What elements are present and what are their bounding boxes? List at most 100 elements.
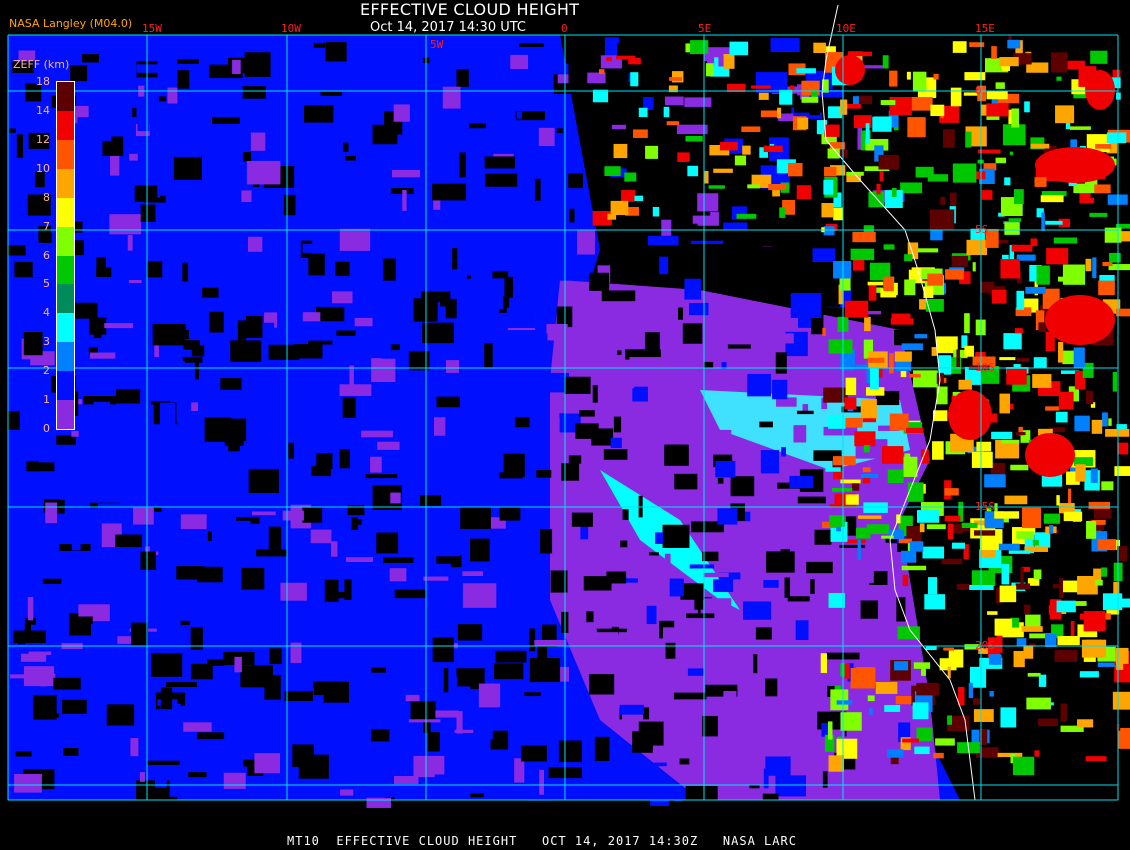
convective-cloud-pixel <box>1045 406 1060 411</box>
convective-cloud-pixel <box>947 715 970 732</box>
convective-cloud-pixel <box>1024 101 1030 113</box>
convective-cloud-pixel <box>1093 508 1112 519</box>
convective-cloud-pixel <box>1015 583 1031 590</box>
cloud-pixel <box>33 476 63 494</box>
cloud-pixel <box>878 425 899 431</box>
convective-cloud-pixel <box>991 289 1007 304</box>
cloud-pixel <box>583 576 612 591</box>
cloud-pixel <box>188 772 207 778</box>
convective-cloud-pixel <box>840 99 848 115</box>
cloud-pixel <box>462 583 497 608</box>
cloud-pixel <box>189 402 199 412</box>
convective-cloud-pixel <box>645 145 659 159</box>
convective-cloud-pixel <box>1112 691 1130 710</box>
convective-cloud-pixel <box>1016 357 1030 362</box>
cloud-pixel <box>589 272 610 291</box>
cloud-pixel <box>398 67 421 78</box>
convective-cloud-pixel <box>687 165 699 177</box>
cloud-pixel <box>332 291 353 304</box>
convective-cloud-pixel <box>997 752 1023 758</box>
cloud-pixel <box>445 298 457 319</box>
convective-cloud-pixel <box>952 41 967 53</box>
cloud-pixel <box>898 722 911 743</box>
convective-cloud-pixel <box>991 46 997 59</box>
cloud-pixel <box>470 793 484 798</box>
convective-cloud-pixel <box>816 120 828 135</box>
cloud-pixel <box>177 360 185 367</box>
cloud-pixel <box>452 248 458 270</box>
cloud-pixel <box>791 107 823 119</box>
cloud-pixel <box>601 290 636 302</box>
cloud-pixel <box>813 450 842 461</box>
convective-cloud-pixel <box>875 287 883 293</box>
cloud-pixel <box>784 577 791 598</box>
cloud-pixel <box>373 610 401 626</box>
cloud-pixel <box>293 730 327 744</box>
convective-cloud-pixel <box>1040 195 1064 203</box>
convective-cloud-pixel <box>1069 126 1091 130</box>
convective-cloud-pixel <box>869 262 891 281</box>
cloud-pixel <box>15 751 32 757</box>
cloud-pixel <box>361 430 393 438</box>
convective-cloud-pixel <box>823 179 834 195</box>
cloud-pixel <box>147 760 180 765</box>
cloud-pixel <box>632 386 648 402</box>
convective-cloud-pixel <box>961 522 978 529</box>
convective-cloud-pixel <box>900 182 923 194</box>
cloud-pixel <box>35 64 55 86</box>
cloud-pixel <box>32 256 57 278</box>
cloud-pixel <box>373 170 391 194</box>
convective-cloud-pixel <box>927 174 948 182</box>
cloud-pixel <box>671 599 687 607</box>
cloud-pixel <box>519 43 544 47</box>
cloud-pixel <box>611 124 627 130</box>
cloud-pixel <box>408 351 430 371</box>
longitude-label: 0 <box>561 22 568 35</box>
convective-cloud-pixel <box>1022 507 1042 529</box>
convective-cloud-pixel <box>828 755 845 772</box>
convective-cloud-pixel <box>889 96 912 116</box>
convective-cloud-pixel <box>909 373 921 378</box>
convective-cloud-pixel <box>1068 386 1079 402</box>
cloud-pixel <box>315 306 345 322</box>
convective-cloud-pixel <box>906 526 922 543</box>
convective-cloud-pixel <box>907 96 933 111</box>
cloud-pixel <box>117 636 138 644</box>
cloud-pixel <box>71 528 81 551</box>
cloud-pixel <box>110 152 120 176</box>
cloud-pixel <box>180 514 207 530</box>
cloud-pixel <box>679 758 690 765</box>
latitude-label: 20S <box>975 639 995 652</box>
cloud-pixel <box>717 508 738 525</box>
cloud-pixel <box>812 248 836 263</box>
cloud-pixel <box>284 194 296 216</box>
convective-cloud-pixel <box>1034 750 1040 757</box>
convective-cloud-pixel <box>829 515 845 527</box>
convective-cloud-pixel <box>931 347 938 356</box>
cloud-pixel <box>89 352 116 359</box>
convective-cloud-pixel <box>968 682 973 699</box>
convective-cloud-pixel <box>1024 546 1049 552</box>
cloud-pixel <box>617 350 622 355</box>
convective-cloud-pixel <box>736 213 757 219</box>
cloud-pixel <box>307 340 335 345</box>
cloud-pixel <box>268 344 300 361</box>
convective-cloud-pixel <box>634 195 643 202</box>
convective-cloud-pixel <box>847 51 872 57</box>
convective-cloud-pixel <box>779 89 793 105</box>
convective-cloud-pixel <box>904 254 913 262</box>
convective-cloud-pixel <box>959 271 971 285</box>
convective-cloud-pixel <box>1095 579 1103 586</box>
cloud-pixel <box>765 756 791 776</box>
latitude-label: 15S <box>975 500 995 513</box>
convective-cloud-pixel <box>824 166 837 177</box>
convective-cloud-pixel <box>981 366 1000 384</box>
cloud-pixel <box>356 779 371 797</box>
convective-cloud-pixel <box>840 479 861 484</box>
convective-cloud-pixel <box>1008 218 1022 222</box>
legend-unit: ZEFF (km) <box>13 58 70 71</box>
cloud-pixel <box>268 526 282 551</box>
cloud-pixel <box>236 517 260 524</box>
cloud-pixel <box>106 704 135 726</box>
cloud-pixel <box>646 55 676 76</box>
